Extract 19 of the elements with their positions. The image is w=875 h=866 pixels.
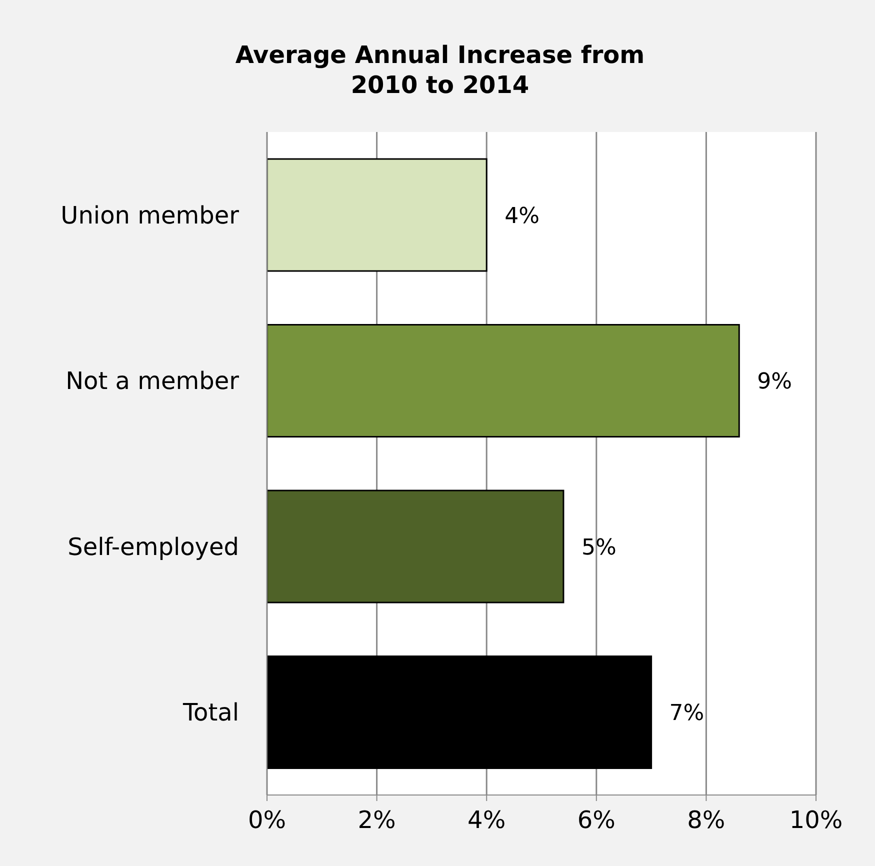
chart-title: Average Annual Increase from 2010 to 2014 (234, 40, 646, 100)
data-label: 5% (581, 535, 616, 560)
y-tick-label: Self-employed (68, 532, 239, 561)
x-tick-label: 6% (577, 806, 616, 834)
data-label: 4% (504, 204, 540, 229)
y-tick-label: Union member (60, 201, 240, 230)
bar (267, 324, 740, 438)
bar (267, 656, 652, 769)
data-label: 9% (757, 370, 792, 395)
y-tick-label: Total (182, 698, 239, 727)
bar (267, 158, 488, 272)
y-tick-label: Not a member (66, 367, 240, 396)
bar (267, 490, 564, 604)
x-tick-label: 8% (687, 806, 726, 834)
x-tick-label: 2% (358, 806, 396, 834)
x-tick-label: 0% (248, 806, 286, 834)
x-tick-label: 4% (468, 806, 506, 834)
x-tick-label: 10% (789, 806, 843, 834)
data-label: 7% (669, 701, 704, 726)
